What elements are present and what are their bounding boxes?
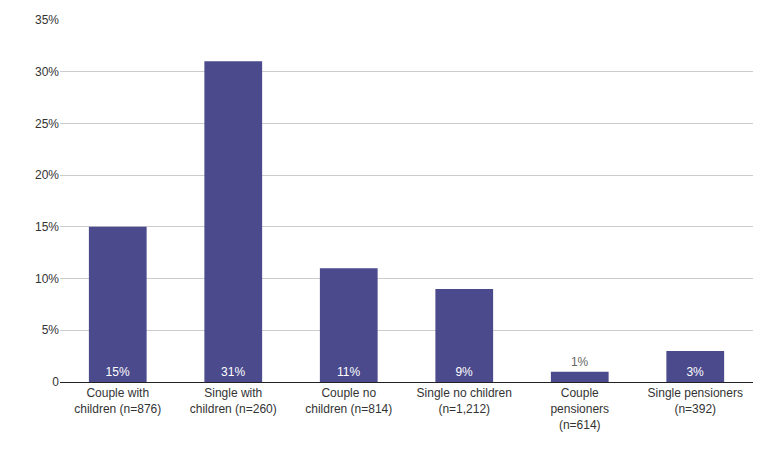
svg-text:11%: 11% <box>337 365 360 379</box>
svg-text:Couplepensioners(n=614): Couplepensioners(n=614) <box>550 386 609 431</box>
svg-text:25%: 25% <box>35 117 59 131</box>
svg-text:15%: 15% <box>35 220 59 234</box>
svg-text:35%: 35% <box>35 13 59 27</box>
svg-text:Single pensioners(n=392): Single pensioners(n=392) <box>648 386 743 416</box>
svg-text:31%: 31% <box>221 365 245 379</box>
svg-text:9%: 9% <box>455 365 473 379</box>
svg-text:Couple withchildren (n=876): Couple withchildren (n=876) <box>74 386 161 416</box>
svg-text:5%: 5% <box>42 323 60 337</box>
svg-text:15%: 15% <box>106 365 130 379</box>
svg-text:1%: 1% <box>571 355 589 369</box>
svg-text:20%: 20% <box>35 168 59 182</box>
svg-text:0: 0 <box>52 375 59 389</box>
svg-text:Couple nochildren (n=814): Couple nochildren (n=814) <box>305 386 392 416</box>
svg-text:Single withchildren (n=260): Single withchildren (n=260) <box>190 386 277 416</box>
svg-text:30%: 30% <box>35 65 59 79</box>
svg-text:Single no children(n=1,212): Single no children(n=1,212) <box>417 386 512 416</box>
svg-text:10%: 10% <box>35 272 59 286</box>
svg-text:3%: 3% <box>686 365 704 379</box>
